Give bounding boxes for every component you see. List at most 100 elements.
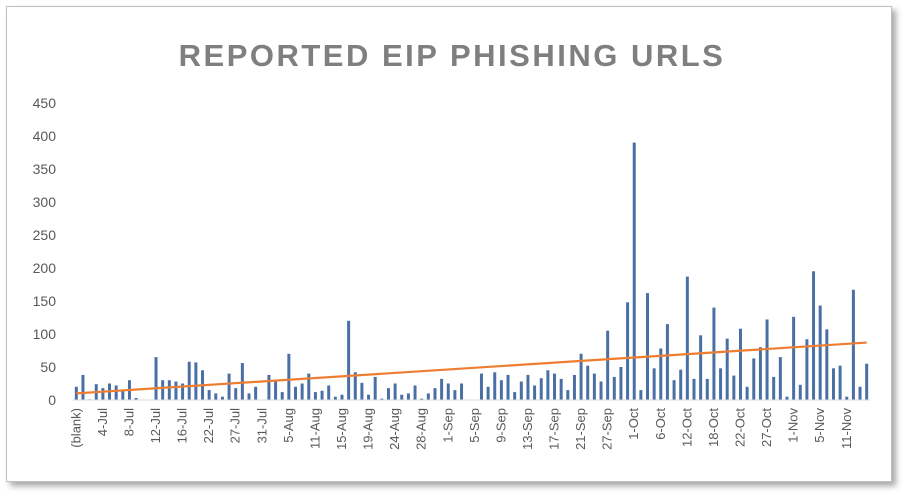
x-tick-label: 22-Jul [201, 408, 216, 444]
bar [732, 375, 736, 400]
x-tick-label: 18-Oct [706, 408, 721, 447]
bar [287, 353, 291, 400]
y-tick-label: 200 [33, 260, 57, 276]
bar [519, 381, 523, 400]
x-tick-label: 11-Nov [839, 408, 854, 449]
bar [446, 383, 450, 400]
bar [712, 307, 716, 400]
bar [114, 385, 118, 400]
bar [167, 380, 171, 400]
x-tick-label: 22-Oct [732, 408, 747, 447]
y-axis: 0 50 100 150 200 250 300 350 400 450 [33, 95, 57, 408]
bar [559, 378, 563, 400]
bar [652, 368, 656, 400]
bar [572, 374, 576, 400]
x-tick-label: (blank) [68, 408, 83, 448]
x-tick-label: 9-Sep [493, 408, 508, 443]
bar [665, 324, 669, 400]
x-tick-label: 12-Oct [679, 408, 694, 447]
x-tick-label: 27-Sep [600, 408, 615, 450]
bar [679, 369, 683, 400]
bar [639, 390, 643, 400]
x-tick-label: 6-Oct [653, 408, 668, 440]
bar [254, 386, 258, 400]
bar [632, 142, 636, 400]
bar [626, 302, 630, 400]
x-tick-label: 1-Nov [786, 408, 801, 443]
bar [579, 353, 583, 400]
x-tick-label: 24-Aug [387, 408, 402, 450]
x-tick-label: 8-Jul [121, 408, 136, 436]
bar [798, 384, 802, 400]
x-tick-label: 31-Jul [254, 408, 269, 444]
bar [586, 365, 590, 400]
bar [486, 386, 490, 400]
y-tick-label: 250 [33, 227, 57, 243]
y-tick-label: 350 [33, 161, 57, 177]
x-axis-labels: (blank) 4-Jul 8-Jul 12-Jul 16-Jul 22-Jul 27-Ju… [68, 408, 853, 450]
bar [360, 382, 364, 400]
bar [772, 376, 776, 400]
bar [672, 380, 676, 400]
bar [539, 378, 543, 400]
bar [646, 293, 649, 400]
bar [274, 380, 278, 400]
bar [619, 367, 623, 400]
bar [659, 348, 663, 400]
bar [612, 376, 616, 400]
chart-frame [6, 6, 892, 482]
bar [413, 385, 417, 400]
bar [526, 374, 530, 400]
bar [479, 373, 483, 400]
bar [400, 394, 404, 400]
bar [758, 347, 762, 400]
bar [553, 373, 557, 400]
x-tick-label: 1-Sep [440, 408, 455, 443]
bar [187, 361, 191, 400]
bar [566, 390, 570, 400]
bar [692, 378, 696, 400]
y-tick-label: 400 [33, 128, 57, 144]
y-tick-label: 0 [48, 392, 56, 408]
x-tick-label: 19-Aug [361, 408, 376, 450]
bar [294, 386, 297, 400]
bar [831, 368, 835, 400]
bar [851, 289, 855, 400]
bar [386, 388, 390, 400]
bar [426, 393, 430, 400]
bar [599, 381, 603, 400]
x-tick-label: 11-Aug [307, 408, 322, 449]
bar [592, 373, 596, 400]
bar-series [74, 142, 869, 400]
bar [778, 357, 782, 400]
bar [805, 339, 809, 400]
bar [333, 396, 337, 400]
chart-title: REPORTED EIP PHISHING URLS [178, 38, 726, 73]
bar [234, 388, 238, 400]
bar [765, 319, 769, 400]
bar [533, 385, 537, 400]
bar [606, 330, 610, 400]
bar [367, 394, 371, 400]
bar [513, 392, 517, 400]
bar [240, 363, 244, 400]
y-tick-label: 450 [33, 95, 57, 111]
bar [373, 376, 377, 400]
x-tick-label: 27-Jul [228, 408, 243, 444]
bar [214, 393, 218, 400]
bar [220, 396, 224, 400]
bar [440, 378, 444, 400]
bar [207, 390, 211, 400]
bar [705, 378, 709, 400]
bar [340, 394, 344, 400]
bar [161, 380, 165, 400]
bar [785, 396, 789, 400]
bar [812, 271, 816, 400]
bar [280, 392, 284, 400]
bar [865, 363, 869, 400]
x-tick-label: 12-Jul [148, 408, 163, 444]
bar [300, 383, 304, 400]
trendline [76, 341, 867, 395]
bar [433, 388, 437, 400]
